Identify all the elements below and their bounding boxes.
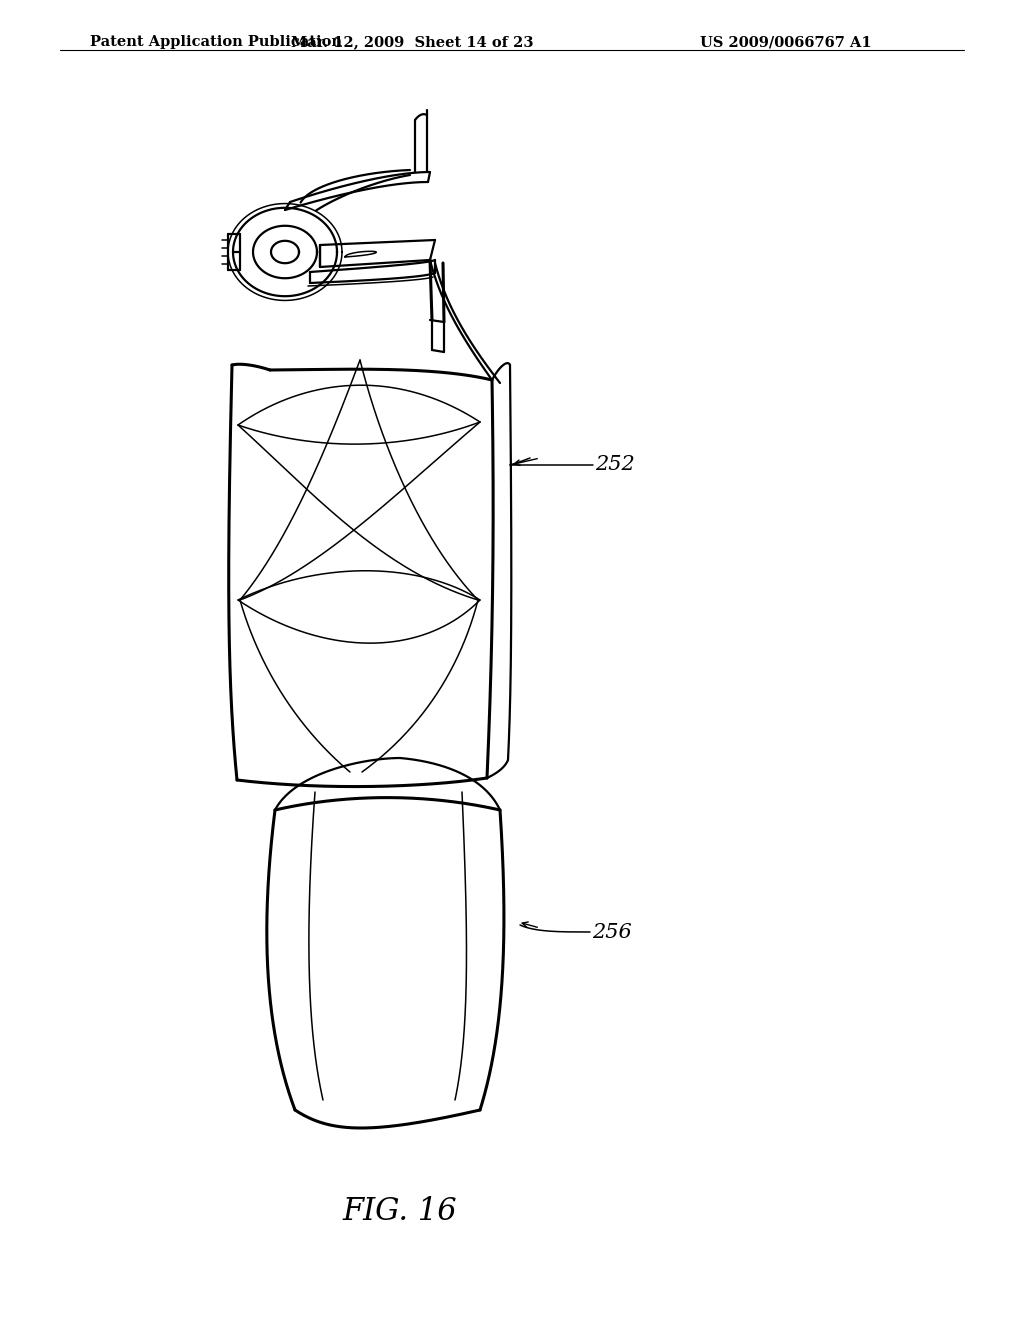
Text: Patent Application Publication: Patent Application Publication [90,36,342,49]
Text: 256: 256 [592,923,632,941]
Text: FIG. 16: FIG. 16 [343,1196,458,1228]
Text: US 2009/0066767 A1: US 2009/0066767 A1 [700,36,871,49]
Text: Mar. 12, 2009  Sheet 14 of 23: Mar. 12, 2009 Sheet 14 of 23 [291,36,534,49]
Text: 252: 252 [595,455,635,474]
